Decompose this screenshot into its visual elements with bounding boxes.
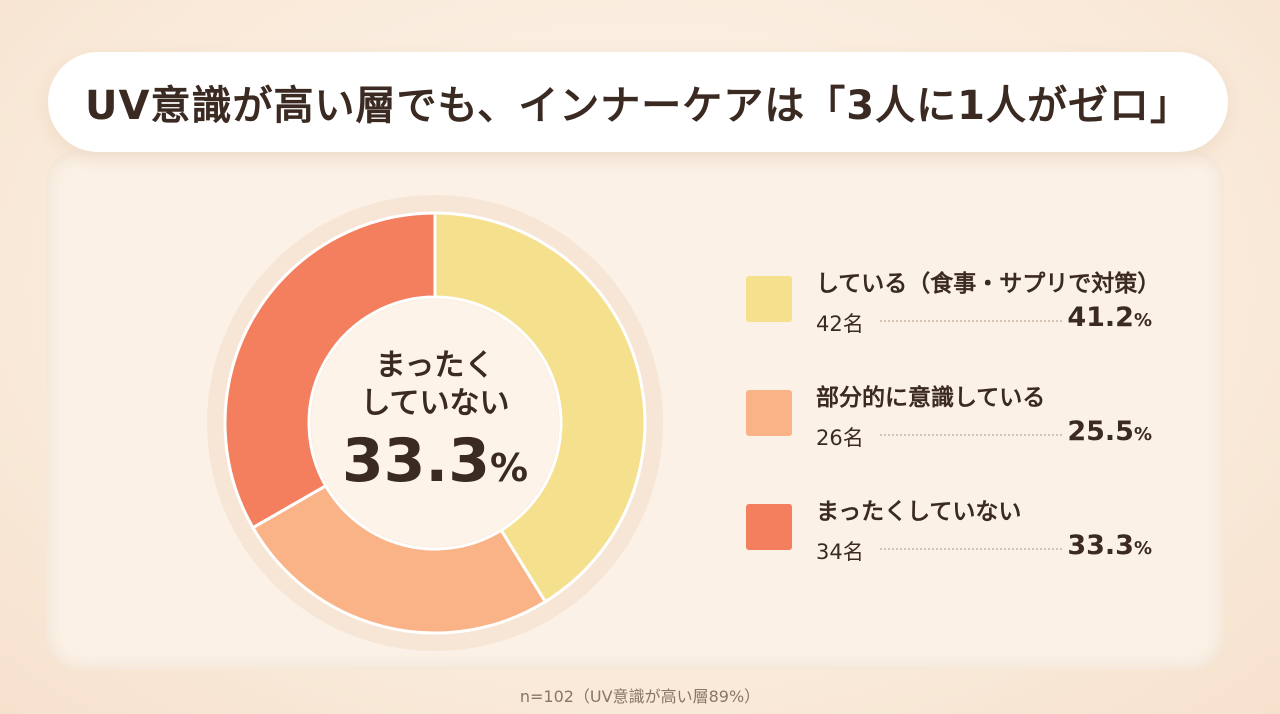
sample-size-note: n=102（UV意識が高い層89%） (519, 687, 761, 706)
legend-percentage: 41.2% (1067, 302, 1152, 333)
legend-label: している（食事・サプリで対策） (816, 271, 1161, 297)
legend-swatch (746, 276, 792, 322)
legend-percentage: 33.3% (1067, 530, 1152, 561)
legend-dotted-leader (880, 434, 1062, 436)
legend-label: まったくしていない (816, 499, 1022, 525)
legend-label: 部分的に意識している (816, 385, 1046, 411)
donut-slice (433, 211, 647, 604)
legend-percentage-unit: % (1133, 538, 1152, 559)
legend-count: 26名 (816, 426, 864, 450)
donut-chart-svg (207, 195, 663, 651)
legend-percentage-unit: % (1133, 424, 1152, 445)
legend-dotted-leader (880, 548, 1062, 550)
legend-count: 34名 (816, 540, 864, 564)
legend-percentage: 25.5% (1067, 416, 1152, 447)
legend-percentage-value: 41.2 (1067, 302, 1134, 333)
legend-dotted-leader (880, 320, 1062, 322)
donut-chart: まったく していない 33.3% (200, 188, 670, 658)
legend-swatch (746, 390, 792, 436)
donut-hole (311, 299, 559, 547)
donut-slice (250, 483, 548, 635)
legend-percentage-value: 25.5 (1067, 416, 1134, 447)
legend-item: している（食事・サプリで対策） 42名 41.2% (746, 258, 1166, 372)
legend-percentage-value: 33.3 (1067, 530, 1134, 561)
donut-slice (223, 211, 437, 530)
legend-item: 部分的に意識している 26名 25.5% (746, 372, 1166, 486)
legend-percentage-unit: % (1133, 310, 1152, 331)
title-banner: UV意識が高い層でも、インナーケアは「3人に1人がゼロ」 (48, 52, 1228, 152)
legend: している（食事・サプリで対策） 42名 41.2% 部分的に意識している 26名… (746, 258, 1166, 600)
page-title: UV意識が高い層でも、インナーケアは「3人に1人がゼロ」 (85, 83, 1191, 129)
legend-item: まったくしていない 34名 33.3% (746, 486, 1166, 600)
legend-swatch (746, 504, 792, 550)
legend-count: 42名 (816, 312, 864, 336)
